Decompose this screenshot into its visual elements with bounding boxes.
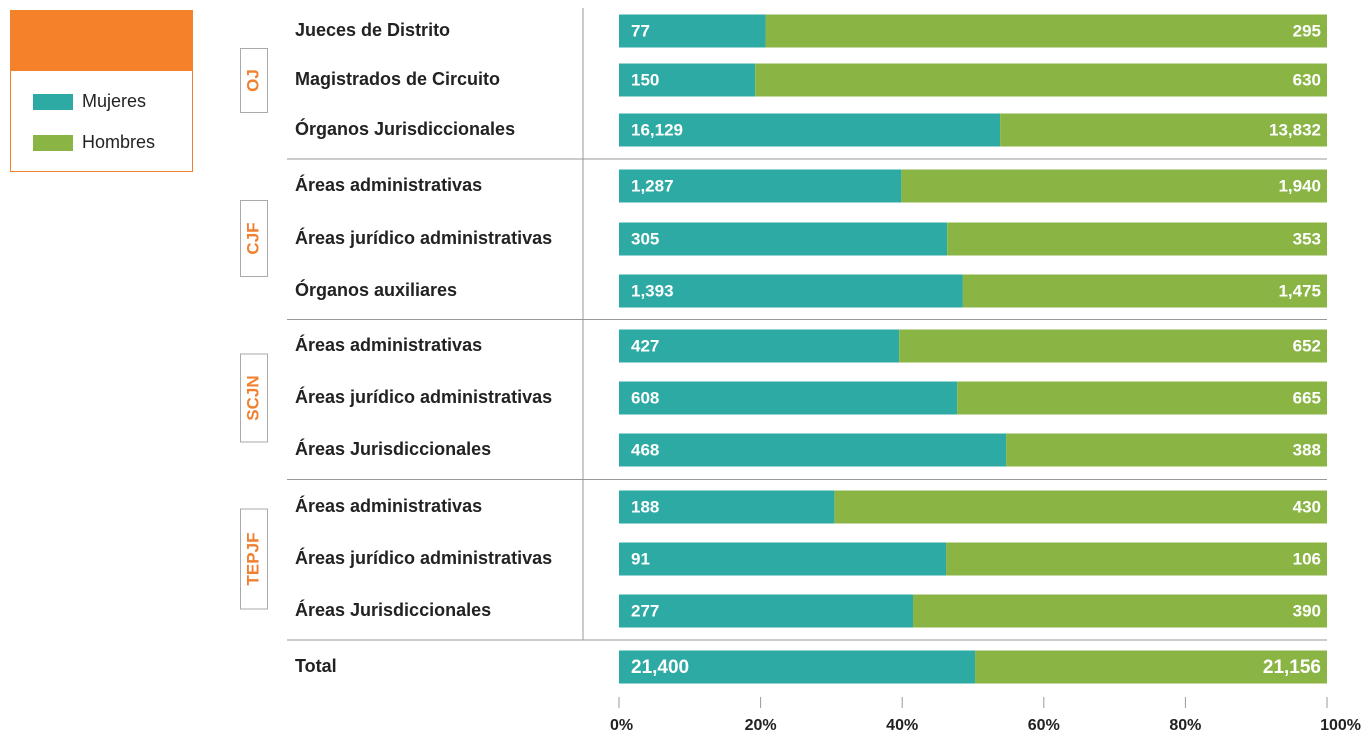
legend-label: Mujeres [82, 91, 146, 111]
value-label: 77 [631, 21, 650, 40]
value-label: 652 [1293, 336, 1321, 355]
value-label: 353 [1293, 229, 1321, 248]
value-label: 106 [1293, 549, 1321, 568]
bar [619, 433, 1007, 467]
bar [619, 113, 1001, 147]
x-tick-label: 20% [745, 717, 777, 734]
value-label: 1,475 [1278, 281, 1321, 300]
legend-header [10, 10, 193, 71]
bar [619, 274, 963, 308]
value-label: 21,400 [631, 657, 689, 678]
bar [947, 222, 1327, 256]
group-box [240, 508, 268, 610]
bar [957, 381, 1327, 415]
category-label: Total [295, 656, 337, 676]
category-label: Áreas jurídico administrativas [295, 227, 552, 248]
bar [619, 14, 766, 48]
legend-label: Hombres [82, 132, 155, 152]
legend-swatch [33, 135, 73, 151]
bar [834, 490, 1327, 524]
category-label: Órganos Jurisdiccionales [295, 118, 515, 139]
group-box [240, 200, 268, 277]
x-tick-label: 80% [1169, 717, 1201, 734]
bar [619, 542, 947, 576]
bar [962, 274, 1327, 308]
bar [1006, 433, 1327, 467]
value-label: 150 [631, 70, 659, 89]
category-label: Órganos auxiliares [295, 279, 457, 300]
value-label: 665 [1293, 388, 1321, 407]
group-label: CJF [243, 222, 262, 254]
bar [619, 381, 958, 415]
bar [619, 490, 835, 524]
legend-swatch [33, 94, 73, 110]
bar [901, 169, 1327, 203]
value-label: 430 [1293, 497, 1321, 516]
group-label: SCJN [243, 375, 262, 420]
x-tick-label: 60% [1028, 717, 1060, 734]
category-label: Áreas Jurisdiccionales [295, 438, 491, 459]
x-tick-label: 100% [1320, 717, 1361, 734]
category-label: Áreas Jurisdiccionales [295, 599, 491, 620]
group-box [240, 353, 268, 443]
bar [913, 594, 1327, 628]
value-label: 1,940 [1278, 176, 1321, 195]
value-label: 91 [631, 549, 650, 568]
x-tick-label: 40% [886, 717, 918, 734]
category-label: Áreas administrativas [295, 334, 482, 355]
bar [619, 594, 914, 628]
category-label: Jueces de Distrito [295, 20, 450, 40]
category-label: Áreas administrativas [295, 495, 482, 516]
value-label: 427 [631, 336, 659, 355]
category-label: Magistrados de Circuito [295, 69, 500, 89]
x-tick-label: 0% [610, 717, 633, 734]
value-label: 13,832 [1269, 120, 1321, 139]
group-box [240, 48, 268, 113]
value-label: 277 [631, 601, 659, 620]
value-label: 295 [1293, 21, 1321, 40]
bar [1000, 113, 1327, 147]
group-label: OJ [243, 69, 262, 92]
category-label: Áreas jurídico administrativas [295, 547, 552, 568]
value-label: 1,287 [631, 176, 674, 195]
bar [755, 63, 1327, 97]
value-label: 390 [1293, 601, 1321, 620]
bar [619, 222, 948, 256]
bar [619, 169, 902, 203]
bar [619, 63, 756, 97]
value-label: 630 [1293, 70, 1321, 89]
bar [975, 650, 1327, 684]
category-label: Áreas administrativas [295, 174, 482, 195]
value-label: 608 [631, 388, 659, 407]
category-label: Áreas jurídico administrativas [295, 386, 552, 407]
value-label: 21,156 [1263, 657, 1321, 678]
group-label: TEPJF [243, 533, 262, 586]
value-label: 388 [1293, 440, 1321, 459]
bar [619, 650, 976, 684]
bar [765, 14, 1327, 48]
value-label: 305 [631, 229, 659, 248]
value-label: 468 [631, 440, 659, 459]
bar [619, 329, 900, 363]
value-label: 16,129 [631, 120, 683, 139]
bar [946, 542, 1327, 576]
value-label: 188 [631, 497, 659, 516]
bar [899, 329, 1327, 363]
value-label: 1,393 [631, 281, 674, 300]
